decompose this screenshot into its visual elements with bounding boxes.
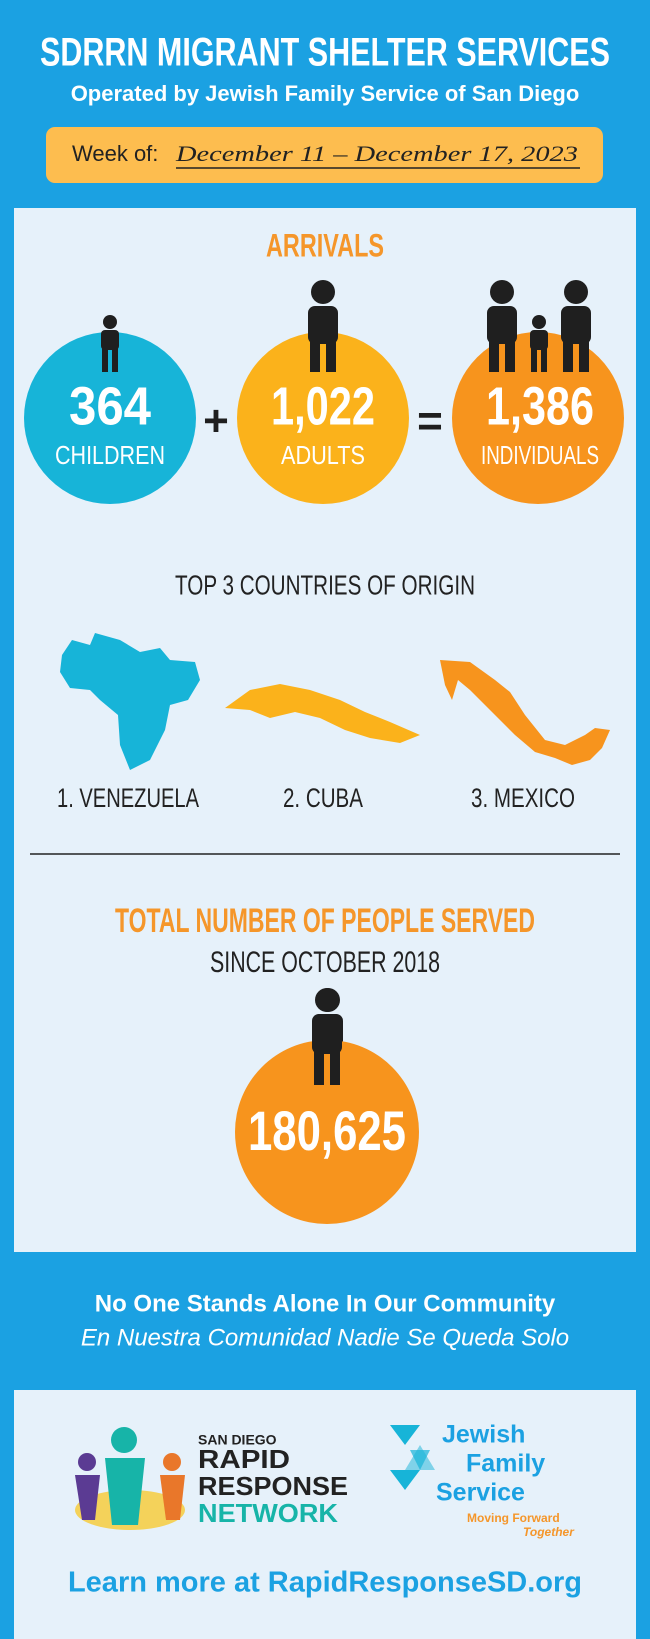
total-circle <box>235 1040 419 1224</box>
jfs-line2: Family <box>466 1450 545 1478</box>
jfs-icon <box>390 1425 435 1490</box>
children-value: 364 <box>69 376 151 436</box>
rrn-figures <box>75 1427 185 1530</box>
arrivals-title: ARRIVALS <box>266 227 384 263</box>
country-3: 3. MEXICO <box>471 783 575 813</box>
week-dates: December 11 – December 17, 2023 <box>175 141 578 166</box>
footer-line1: No One Stands Alone In Our Community <box>95 1290 556 1317</box>
jfs-line1: Jewish <box>442 1421 525 1449</box>
map-venezuela <box>60 633 200 770</box>
map-cuba <box>225 684 420 743</box>
total-value: 180,625 <box>248 1099 406 1162</box>
subtitle: Operated by Jewish Family Service of San… <box>71 81 580 106</box>
footer-line2: En Nuestra Comunidad Nadie Se Queda Solo <box>81 1324 569 1351</box>
map-mexico <box>440 660 610 765</box>
total-icon <box>312 988 342 1085</box>
rrn-top: SAN DIEGO <box>198 1432 277 1448</box>
person-icons <box>101 280 591 1085</box>
week-label: Week of: <box>72 141 158 166</box>
individuals-circle <box>452 332 624 504</box>
jfs-tag1: Moving Forward <box>467 1511 560 1525</box>
children-circle <box>24 332 196 504</box>
children-label: CHILDREN <box>55 440 165 470</box>
total-title: TOTAL NUMBER OF PEOPLE SERVED <box>115 902 535 940</box>
total-subtitle: SINCE OCTOBER 2018 <box>210 946 440 979</box>
plus: + <box>203 397 229 446</box>
rrn-line3: NETWORK <box>198 1498 338 1528</box>
individuals-value: 1,386 <box>486 376 594 436</box>
title: SDRRN MIGRANT SHELTER SERVICES <box>40 31 610 75</box>
individuals-label: INDIVIDUALS <box>481 440 599 470</box>
countries-title: TOP 3 COUNTRIES OF ORIGIN <box>175 569 475 600</box>
learn-more-link[interactable]: Learn more at RapidResponseSD.org <box>68 1567 582 1599</box>
rrn-line1: RAPID <box>198 1444 290 1474</box>
adults-value: 1,022 <box>271 376 375 436</box>
country-1: 1. VENEZUELA <box>57 783 199 813</box>
jfs-tag2: Together <box>523 1525 575 1539</box>
rrn-line2: RESPONSE <box>198 1471 348 1501</box>
equals: = <box>417 397 443 446</box>
country-2: 2. CUBA <box>283 783 363 813</box>
adults-label: ADULTS <box>281 440 365 470</box>
week-box <box>46 127 603 183</box>
adults-circle <box>237 332 409 504</box>
jfs-line3: Service <box>436 1479 525 1507</box>
